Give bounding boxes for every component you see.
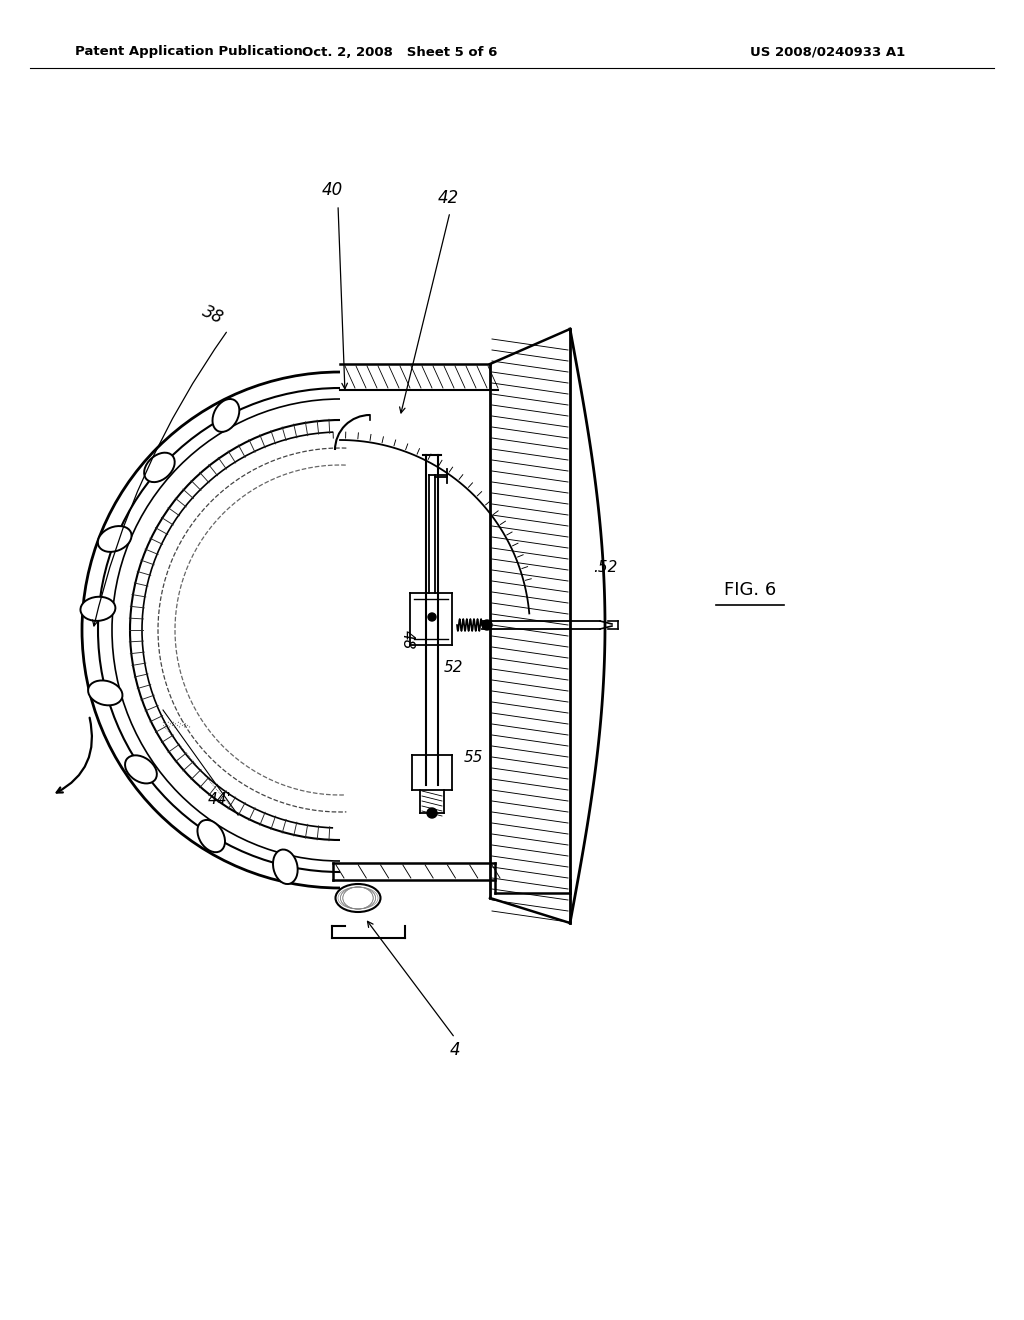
Ellipse shape: [144, 453, 175, 482]
Ellipse shape: [273, 850, 298, 884]
Circle shape: [428, 612, 436, 620]
Text: 40: 40: [322, 181, 343, 199]
Text: Patent Application Publication: Patent Application Publication: [75, 45, 303, 58]
Text: 55: 55: [463, 751, 482, 766]
Ellipse shape: [88, 680, 123, 705]
Text: 4: 4: [450, 1041, 461, 1059]
Circle shape: [427, 808, 437, 818]
Text: 48: 48: [399, 630, 415, 649]
Text: 52: 52: [443, 660, 463, 676]
Text: Oct. 2, 2008   Sheet 5 of 6: Oct. 2, 2008 Sheet 5 of 6: [302, 45, 498, 58]
Text: FIG. 6: FIG. 6: [724, 581, 776, 599]
Ellipse shape: [198, 820, 225, 853]
Ellipse shape: [213, 399, 240, 432]
Ellipse shape: [125, 755, 157, 784]
Ellipse shape: [81, 597, 116, 620]
Text: US 2008/0240933 A1: US 2008/0240933 A1: [750, 45, 905, 58]
Ellipse shape: [98, 527, 131, 552]
Ellipse shape: [336, 884, 381, 912]
Circle shape: [482, 620, 492, 630]
Text: 42: 42: [437, 189, 459, 207]
Text: 44': 44': [208, 792, 231, 808]
Text: 38: 38: [200, 302, 226, 327]
Text: .52: .52: [593, 561, 617, 576]
